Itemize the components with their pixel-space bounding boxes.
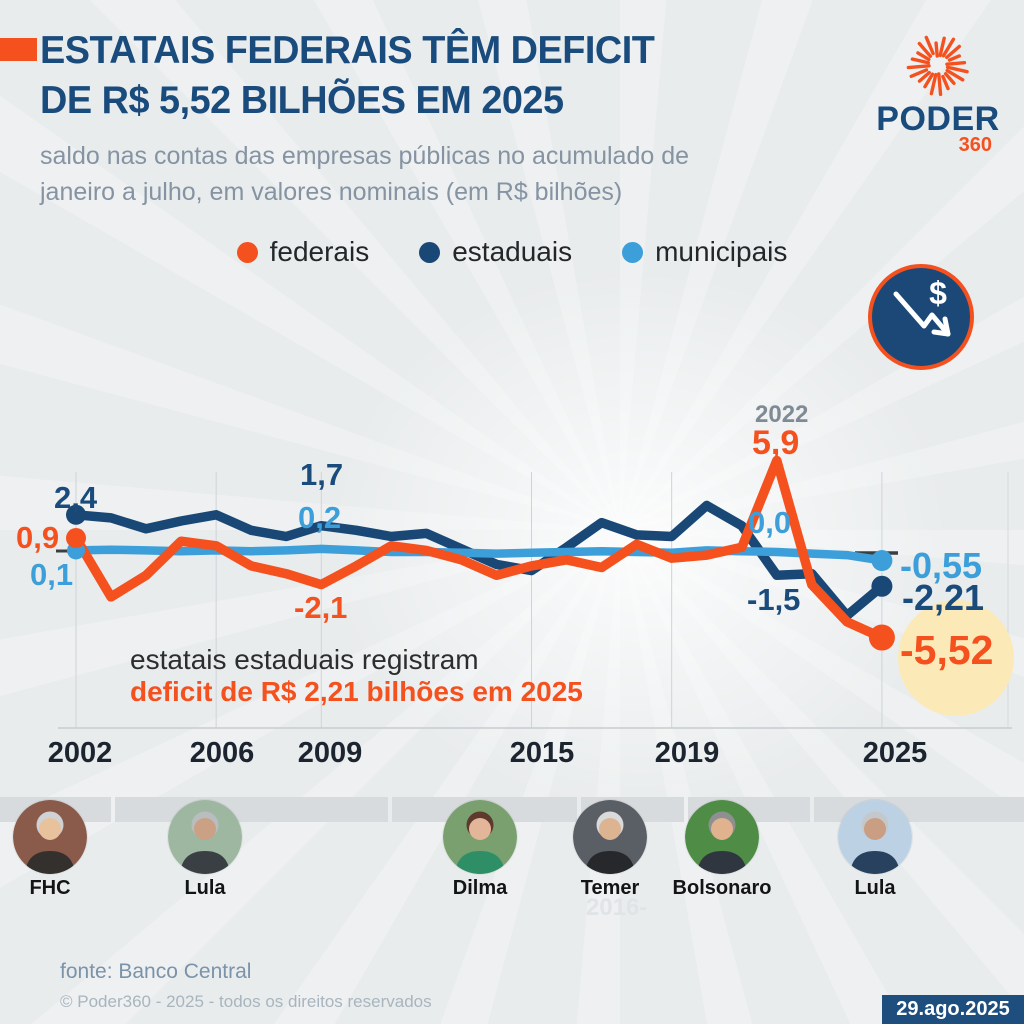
poder360-starburst-icon — [906, 35, 969, 97]
series-line-municipais — [71, 544, 887, 565]
label-federais-2022: 5,9 — [752, 424, 800, 462]
falling-money-icon: $ — [866, 262, 976, 377]
chart-legend: federais estaduais municipais — [0, 236, 1024, 268]
legend-label-estaduais: estaduais — [452, 236, 573, 267]
page-title: ESTATAIS FEDERAIS TÊM DEFICIT DE R$ 5,52… — [40, 26, 655, 126]
legend-item-estaduais: estaduais — [419, 236, 572, 268]
label-federais-2025: -5,52 — [900, 627, 994, 673]
legend-dot-municipais — [622, 241, 644, 263]
label-federais-2009: -2,1 — [294, 590, 348, 625]
label-estaduais-2025: -2,21 — [902, 577, 985, 618]
callout-line-1: estatais estaduais registram — [130, 644, 479, 675]
president-name-dilma: Dilma — [452, 877, 508, 899]
president-name-fhc: FHC — [29, 877, 71, 899]
president-photo-lula — [168, 800, 242, 874]
label-estaduais-2002: 2,4 — [54, 480, 98, 515]
legend-label-federais: federais — [269, 236, 370, 267]
end-dot-federais — [868, 624, 895, 651]
temer-term-watermark: 2016- — [586, 894, 648, 921]
term-band-segment-1 — [115, 797, 388, 822]
x-tick-2009: 2009 — [297, 737, 363, 769]
poder360-logo: PODER 360 — [868, 32, 1008, 155]
president-name-lula-2: Lula — [854, 877, 896, 899]
legend-item-municipais: municipais — [622, 236, 787, 268]
president-photo-fhc — [13, 800, 87, 874]
x-tick-2015: 2015 — [509, 737, 575, 769]
poder360-logo-360: 360 — [958, 134, 992, 156]
legend-dot-federais — [236, 241, 258, 263]
president-photo-lula-2 — [838, 800, 912, 874]
poder360-logo-text: PODER — [876, 100, 1000, 138]
copyright-text: © Poder360 - 2025 - todos os direitos re… — [60, 992, 432, 1011]
x-tick-2025: 2025 — [862, 737, 928, 769]
page-subtitle: saldo nas contas das empresas públicas n… — [40, 138, 689, 210]
label-municipais-2022: 0,0 — [748, 505, 792, 540]
label-municipais-2025: -0,55 — [900, 545, 983, 586]
label-estaduais-2022: -1,5 — [747, 582, 801, 617]
legend-label-municipais: municipais — [655, 236, 788, 267]
start-dot-federais — [66, 528, 86, 549]
end-dot-municipais — [871, 550, 893, 572]
president-name-temer: Temer — [580, 877, 640, 899]
svg-text:$: $ — [929, 275, 947, 311]
end-dot-estaduais — [871, 575, 893, 597]
label-year-2022: 2022 — [755, 401, 809, 428]
label-municipais-2002: 0,1 — [30, 557, 74, 592]
title-accent-chip — [0, 38, 37, 61]
president-photo-dilma — [443, 800, 517, 874]
label-estaduais-2009: 1,7 — [300, 457, 344, 492]
president-photo-bolsonaro — [685, 800, 759, 874]
start-dot-estaduais — [66, 504, 86, 525]
title-line-2: DE R$ 5,52 BILHÕES EM 2025 — [40, 79, 564, 122]
series-line-federais — [71, 455, 887, 643]
legend-item-federais: federais — [236, 236, 370, 268]
legend-dot-estaduais — [419, 241, 441, 263]
x-tick-2006: 2006 — [189, 737, 255, 769]
source-text: fonte: Banco Central — [60, 960, 252, 983]
date-badge: 29.ago.2025 — [882, 995, 1024, 1024]
x-tick-2019: 2019 — [654, 737, 720, 769]
x-tick-2002: 2002 — [47, 737, 113, 769]
president-name-bolsonaro: Bolsonaro — [672, 877, 772, 899]
subtitle-line-2: janeiro a julho, em valores nominais (em… — [40, 178, 623, 206]
president-photo-temer — [573, 800, 647, 874]
label-municipais-2009: 0,2 — [298, 500, 342, 535]
subtitle-line-1: saldo nas contas das empresas públicas n… — [40, 142, 690, 170]
title-line-1: ESTATAIS FEDERAIS TÊM DEFICIT — [40, 29, 655, 72]
label-federais-2002: 0,9 — [16, 520, 60, 555]
president-name-lula: Lula — [184, 877, 226, 899]
callout-line-2: deficit de R$ 2,21 bilhões em 2025 — [130, 676, 583, 707]
line-chart — [56, 455, 1014, 729]
